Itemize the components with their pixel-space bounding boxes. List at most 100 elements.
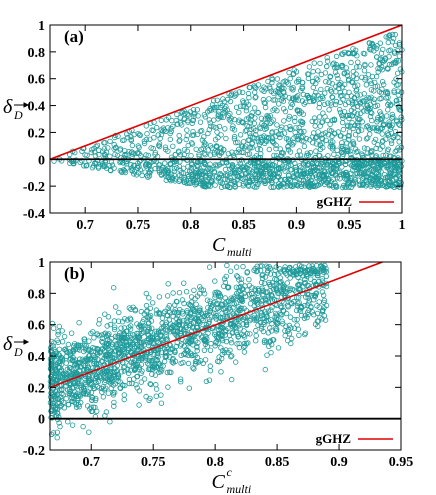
scatter-point <box>286 69 292 76</box>
scatter-point <box>157 162 163 168</box>
scatter-point <box>201 150 208 157</box>
scatter-point <box>331 60 337 66</box>
scatter-point <box>288 340 294 347</box>
scatter-point <box>180 311 186 317</box>
scatter-point <box>358 105 365 111</box>
scatter-point <box>69 392 76 398</box>
scatter-point <box>167 136 173 143</box>
scatter-point <box>273 316 280 322</box>
panel-a-legend-text: gGHZ <box>317 194 353 209</box>
scatter-point <box>387 126 394 132</box>
scatter-point <box>133 172 140 178</box>
y-tick-label: -0.2 <box>23 180 45 195</box>
panel-b-legend: gGHZ <box>316 431 393 446</box>
scatter-point <box>107 419 113 425</box>
scatter-point <box>293 69 300 75</box>
panel-b-ticks: 0.7 0.75 0.8 0.85 0.9 0.95 -0.2 0 0.2 0.4 0.6 0.8 1 <box>23 256 413 470</box>
scatter-point <box>227 313 233 319</box>
scatter-point <box>129 142 136 149</box>
scatter-point <box>212 314 218 320</box>
scatter-point <box>205 330 211 336</box>
scatter-point <box>190 128 196 135</box>
scatter-point <box>86 429 92 435</box>
scatter-point <box>275 289 281 295</box>
scatter-point <box>225 151 232 157</box>
scatter-point <box>124 134 131 141</box>
scatter-point <box>80 423 86 430</box>
scatter-point <box>339 92 345 99</box>
scatter-point <box>111 324 118 330</box>
scatter-point <box>313 148 319 154</box>
scatter-point <box>216 149 223 155</box>
scatter-point <box>346 76 352 82</box>
scatter-point <box>54 337 60 343</box>
scatter-point <box>318 71 325 78</box>
scatter-point <box>275 173 281 179</box>
scatter-point <box>234 273 240 279</box>
scatter-point <box>56 399 62 405</box>
scatter-point <box>355 82 361 88</box>
scatter-point <box>238 291 244 297</box>
scatter-point <box>240 182 246 189</box>
scatter-point <box>335 75 341 82</box>
scatter-point <box>300 284 306 290</box>
scatter-point <box>267 120 273 126</box>
scatter-point <box>152 356 158 363</box>
scatter-point <box>206 377 213 383</box>
scatter-point <box>170 290 176 296</box>
scatter-point <box>65 402 72 408</box>
scatter-point <box>204 297 211 303</box>
scatter-point <box>128 359 134 365</box>
scatter-point <box>315 129 321 135</box>
scatter-point <box>221 147 227 153</box>
scatter-point <box>346 50 353 57</box>
scatter-point <box>91 360 97 366</box>
scatter-point <box>360 50 367 57</box>
scatter-point <box>255 301 261 308</box>
scatter-point <box>295 266 301 272</box>
scatter-point <box>293 167 299 173</box>
scatter-point <box>201 347 208 353</box>
scatter-point <box>144 328 150 335</box>
scatter-point <box>50 400 57 407</box>
scatter-point <box>212 104 218 111</box>
scatter-point <box>188 174 195 180</box>
scatter-point <box>395 134 401 140</box>
scatter-point <box>224 183 231 190</box>
scatter-point <box>357 110 364 117</box>
scatter-point <box>228 353 235 359</box>
scatter-point <box>68 371 74 377</box>
scatter-point <box>183 136 189 143</box>
scatter-point <box>152 372 159 378</box>
scatter-point <box>190 365 196 371</box>
scatter-point <box>56 323 62 330</box>
panel-a-xlabel-sub: multi <box>227 245 252 259</box>
x-tick-label: 1 <box>399 218 406 233</box>
scatter-point <box>374 43 380 49</box>
scatter-point <box>389 111 395 118</box>
scatter-point <box>293 272 299 278</box>
scatter-point <box>193 301 199 307</box>
scatter-point <box>354 86 360 93</box>
scatter-point <box>268 292 274 299</box>
scatter-point <box>367 101 373 108</box>
scatter-point <box>237 288 243 294</box>
scatter-point <box>365 135 371 141</box>
scatter-point <box>349 79 355 85</box>
scatter-point <box>111 399 117 406</box>
scatter-point <box>72 379 78 386</box>
scatter-point <box>143 152 149 158</box>
scatter-point <box>131 171 137 177</box>
scatter-point <box>214 129 220 135</box>
scatter-point <box>173 117 179 124</box>
scatter-point <box>117 330 123 336</box>
scatter-point <box>251 184 258 190</box>
scatter-point <box>153 386 160 392</box>
scatter-point <box>173 165 180 171</box>
scatter-point <box>216 335 222 341</box>
scatter-point <box>386 32 393 38</box>
scatter-point <box>280 150 287 156</box>
scatter-point <box>138 362 144 368</box>
scatter-point <box>395 70 401 76</box>
scatter-point <box>368 80 374 87</box>
